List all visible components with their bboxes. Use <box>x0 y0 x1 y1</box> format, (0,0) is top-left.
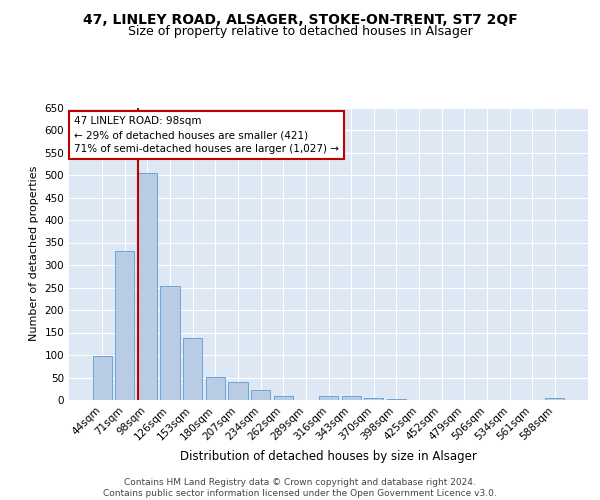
Bar <box>160 286 180 400</box>
Text: Size of property relative to detached houses in Alsager: Size of property relative to detached ho… <box>128 25 472 38</box>
Bar <box>229 382 248 400</box>
Bar <box>206 376 225 400</box>
Bar <box>138 173 157 400</box>
Y-axis label: Number of detached properties: Number of detached properties <box>29 166 39 342</box>
Bar <box>319 396 338 400</box>
X-axis label: Distribution of detached houses by size in Alsager: Distribution of detached houses by size … <box>180 450 477 463</box>
Bar <box>183 338 202 400</box>
Text: 47, LINLEY ROAD, ALSAGER, STOKE-ON-TRENT, ST7 2QF: 47, LINLEY ROAD, ALSAGER, STOKE-ON-TRENT… <box>83 12 517 26</box>
Bar <box>92 356 112 400</box>
Bar <box>115 250 134 400</box>
Bar <box>387 399 406 400</box>
Bar <box>251 390 270 400</box>
Bar <box>341 396 361 400</box>
Bar <box>274 396 293 400</box>
Bar <box>545 398 565 400</box>
Text: 47 LINLEY ROAD: 98sqm
← 29% of detached houses are smaller (421)
71% of semi-det: 47 LINLEY ROAD: 98sqm ← 29% of detached … <box>74 116 339 154</box>
Text: Contains HM Land Registry data © Crown copyright and database right 2024.
Contai: Contains HM Land Registry data © Crown c… <box>103 478 497 498</box>
Bar <box>364 398 383 400</box>
